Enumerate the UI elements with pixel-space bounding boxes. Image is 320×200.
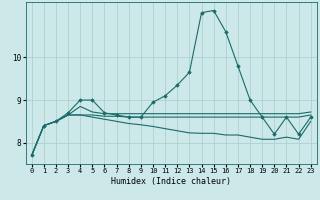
X-axis label: Humidex (Indice chaleur): Humidex (Indice chaleur) <box>111 177 231 186</box>
